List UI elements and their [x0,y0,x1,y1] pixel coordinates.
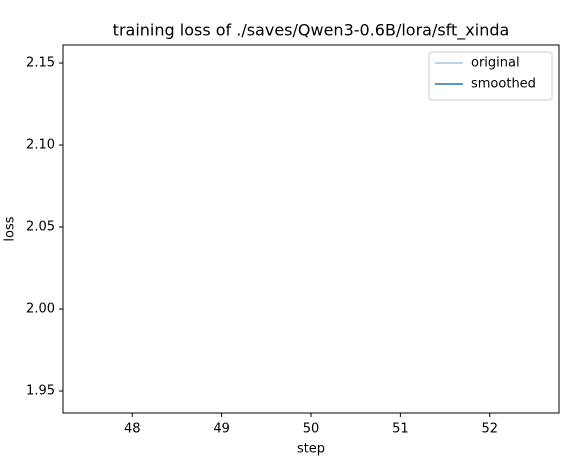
legend-box [428,51,553,101]
x-tick-label: 49 [213,422,230,437]
x-tick-label: 48 [124,422,141,437]
chart-title: training loss of ./saves/Qwen3-0.6B/lora… [113,21,510,41]
y-axis-label: loss [3,216,18,241]
legend-label: smoothed [471,77,536,92]
legend-label: original [471,56,520,71]
plot-frame [62,44,560,414]
y-tick-label: 2.05 [26,220,55,235]
x-tick-label: 52 [481,422,498,437]
y-tick-label: 2.15 [26,56,55,71]
y-tick-label: 1.95 [26,384,55,399]
y-tick-label: 2.00 [26,302,55,317]
x-tick-label: 51 [392,422,409,437]
y-tick-label: 2.10 [26,138,55,153]
x-axis-label: step [297,442,325,457]
x-tick-label: 50 [303,422,320,437]
